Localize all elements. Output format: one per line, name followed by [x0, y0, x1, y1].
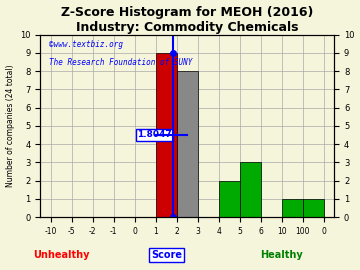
Text: The Research Foundation of SUNY: The Research Foundation of SUNY [49, 58, 193, 68]
Bar [156, 53, 177, 217]
Text: 1.8047: 1.8047 [137, 130, 172, 140]
Bar [282, 199, 303, 217]
Bar [303, 199, 324, 217]
Text: Healthy: Healthy [260, 250, 303, 260]
Text: Unhealthy: Unhealthy [33, 250, 90, 260]
Title: Z-Score Histogram for MEOH (2016)
Industry: Commodity Chemicals: Z-Score Histogram for MEOH (2016) Indust… [61, 6, 314, 33]
Bar [240, 162, 261, 217]
Text: Score: Score [151, 250, 182, 260]
Bar [219, 181, 240, 217]
Text: ©www.textbiz.org: ©www.textbiz.org [49, 40, 123, 49]
Bar [177, 71, 198, 217]
Y-axis label: Number of companies (24 total): Number of companies (24 total) [5, 65, 14, 187]
